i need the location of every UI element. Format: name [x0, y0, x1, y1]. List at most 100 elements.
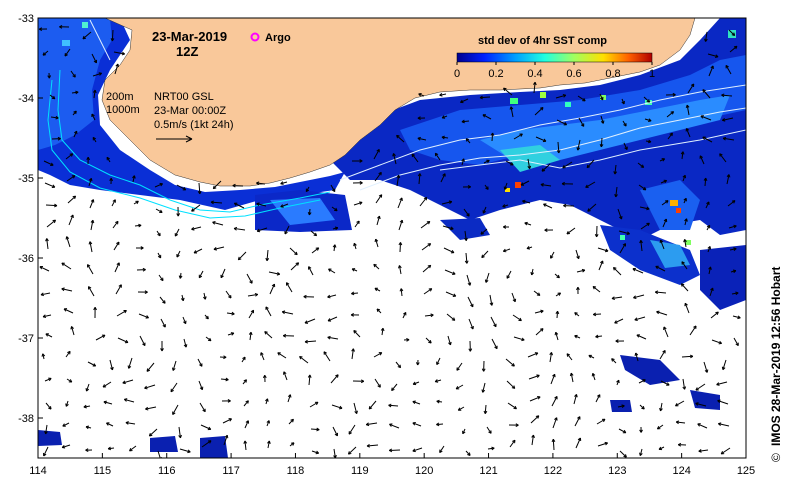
current-arrow: [619, 243, 627, 254]
current-arrow: [210, 200, 223, 205]
current-arrow: [588, 354, 595, 359]
current-arrow: [460, 98, 469, 104]
current-arrow: [509, 439, 516, 448]
current-arrow: [576, 286, 580, 295]
current-arrow: [461, 119, 470, 124]
current-arrow: [591, 372, 596, 381]
current-arrow: [663, 326, 669, 338]
current-arrow: [330, 374, 339, 384]
current-arrow: [702, 89, 711, 99]
current-arrow: [391, 383, 398, 392]
current-arrow: [436, 422, 444, 427]
current-arrow: [66, 378, 73, 383]
current-arrow: [398, 219, 404, 231]
argo-legend-label: Argo: [265, 32, 291, 44]
current-arrow: [244, 420, 250, 429]
current-arrow: [212, 180, 222, 190]
current-arrow: [681, 261, 688, 270]
current-arrow: [412, 400, 421, 405]
current-arrow: [132, 175, 136, 183]
current-arrow: [308, 266, 314, 276]
current-arrow: [280, 203, 289, 208]
current-arrow: [730, 269, 737, 274]
current-arrow: [540, 183, 552, 187]
current-arrow: [699, 155, 705, 165]
current-arrow: [576, 268, 586, 273]
current-arrow: [137, 290, 148, 294]
current-arrow: [127, 357, 133, 369]
current-arrow: [639, 426, 643, 433]
current-arrow: [304, 339, 317, 344]
current-arrow: [91, 113, 96, 121]
current-arrow: [160, 318, 166, 328]
current-arrow: [256, 227, 268, 233]
current-arrow: [555, 310, 560, 319]
current-arrow: [180, 294, 185, 302]
current-arrow: [111, 199, 116, 207]
contour-1000-label: 1000m: [106, 104, 140, 116]
current-arrow: [89, 199, 95, 209]
current-arrow: [43, 446, 49, 457]
current-arrow: [41, 353, 46, 360]
current-arrow: [288, 418, 294, 425]
current-arrow: [220, 377, 229, 382]
current-arrow: [556, 119, 568, 126]
current-arrow: [503, 87, 513, 96]
current-arrow: [443, 247, 455, 254]
current-arrow: [115, 284, 122, 295]
current-arrow: [424, 313, 434, 318]
current-arrow: [532, 81, 537, 94]
current-arrow: [44, 424, 48, 435]
current-arrow: [513, 336, 525, 342]
colorbar-ticks: 0 0.2 0.4 0.6 0.8 1: [454, 62, 655, 80]
latitude-axis: -33 -34 -35 -36 -37 -38: [18, 13, 43, 425]
current-arrow: [266, 420, 271, 427]
current-arrow: [403, 337, 410, 342]
current-arrow: [327, 335, 339, 340]
lon-tick-label: 124: [672, 465, 690, 477]
current-arrow: [616, 379, 620, 386]
current-arrow: [512, 314, 522, 322]
current-arrow: [277, 352, 287, 359]
current-arrow: [644, 118, 652, 122]
current-arrow: [354, 220, 360, 228]
current-arrow: [72, 110, 77, 116]
current-arrow: [550, 373, 556, 385]
current-arrow: [374, 287, 381, 292]
current-arrow: [717, 422, 730, 427]
current-arrow: [482, 206, 487, 214]
current-arrow: [639, 404, 645, 410]
current-arrow: [618, 428, 627, 434]
current-arrow: [61, 287, 73, 292]
current-arrow: [197, 358, 203, 367]
current-arrow: [248, 331, 253, 341]
current-arrow: [632, 267, 644, 274]
current-arrow: [506, 380, 516, 389]
current-arrow: [368, 400, 377, 410]
current-arrow: [176, 250, 181, 258]
current-arrow: [376, 215, 381, 226]
current-arrow: [611, 296, 623, 301]
current-arrow: [417, 136, 427, 141]
current-arrow: [444, 269, 456, 275]
current-arrow: [331, 206, 338, 212]
current-arrow: [528, 374, 540, 380]
current-arrow: [592, 312, 602, 317]
current-arrow: [419, 196, 428, 207]
current-arrow: [204, 314, 209, 320]
current-arrow: [575, 437, 582, 449]
current-arrow: [441, 200, 453, 205]
current-arrow: [436, 399, 443, 404]
current-arrow: [88, 177, 93, 187]
current-arrow: [174, 228, 180, 237]
current-arrow: [268, 271, 281, 276]
current-arrow: [136, 267, 146, 272]
current-arrow: [176, 184, 187, 191]
current-arrow: [617, 404, 625, 409]
current-arrow: [156, 230, 161, 237]
current-arrow: [307, 374, 312, 386]
current-arrow: [722, 117, 734, 122]
current-arrow: [375, 194, 383, 204]
lon-tick-label: 123: [608, 465, 626, 477]
current-arrow: [574, 416, 581, 427]
